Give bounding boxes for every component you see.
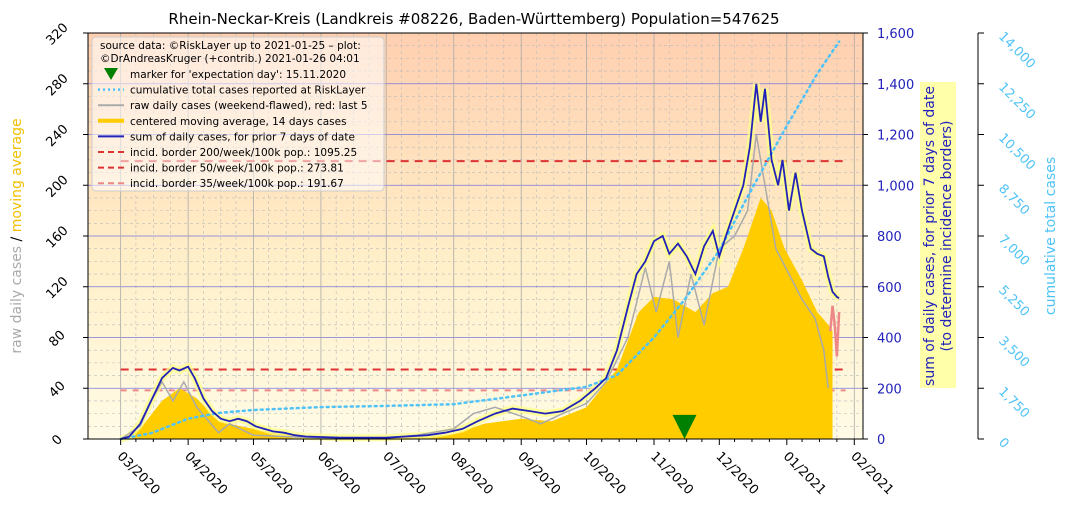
moving-average-area (120, 197, 833, 439)
left-axis-label-sep-slash: / (9, 236, 25, 241)
far-right-tick-label: 7,000 (995, 232, 1032, 269)
cumulative-total-line (119, 40, 841, 441)
legend: source data: ©RiskLayer up to 2021-01-25… (91, 36, 385, 192)
far-right-tick-label: 8,750 (995, 181, 1032, 218)
right-tick-label: 200 (877, 382, 902, 397)
right-tick-label: 0 (877, 433, 885, 448)
legend-source-line2: ©DrAndreasKruger (+contrib.) 2021-01-26 … (100, 53, 360, 65)
far-right-tick-label: 1,750 (995, 384, 1032, 421)
left-tick-label: 120 (43, 274, 71, 302)
left-tick-label: 240 (43, 122, 71, 150)
raw-daily-cases-last5-line (829, 305, 841, 357)
right-tick-label: 1,200 (877, 129, 914, 144)
left-tick-label: 160 (43, 223, 71, 251)
legend-label-raw: raw daily cases (weekend-flawed), red: l… (130, 100, 368, 112)
right-tick-label: 1,000 (877, 179, 914, 194)
x-tick-label: 11/2020 (647, 449, 696, 498)
legend-label-avg: centered moving average, 14 days cases (130, 116, 347, 128)
far-right-tick-label: 14,000 (995, 29, 1038, 72)
legend-label-b200: incid. border 200/week/100k pop.: 1095.2… (130, 147, 357, 159)
x-tick-label: 05/2020 (247, 449, 296, 498)
x-tick-label: 09/2020 (514, 449, 563, 498)
left-tick-label: 280 (43, 71, 71, 99)
x-tick-label: 06/2020 (314, 449, 363, 498)
legend-box (91, 36, 385, 192)
legend-swatch-marker (104, 68, 118, 80)
legend-label-cumulative: cumulative total cases reported at RiskL… (130, 85, 366, 97)
raw-daily-cases-line (120, 134, 829, 440)
x-tick-label: 03/2020 (114, 449, 163, 498)
far-right-tick-label: 0 (995, 435, 1011, 451)
right-tick-label: 400 (877, 332, 902, 347)
x-tick-label: 01/2021 (780, 449, 829, 498)
x-tick-label: 10/2020 (580, 449, 629, 498)
sum7-line (120, 83, 840, 440)
legend-label-b35: incid. border 35/week/100k pop.: 191.67 (130, 178, 344, 190)
right-axis-label-box (920, 82, 956, 388)
right-tick-label: 800 (877, 230, 902, 245)
legend-entries: marker for 'expectation day': 15.11.2020… (98, 68, 368, 190)
legend-label-sum7: sum of daily cases, for prior 7 days of … (130, 131, 355, 143)
far-right-axis-ticks: 0 1,750 3,500 5,250 7,000 8,750 10,500 12,250 14… (978, 29, 1038, 452)
x-tick-label: 04/2020 (181, 449, 230, 498)
left-tick-label: 0 (49, 432, 65, 448)
x-tick-label: 02/2021 (847, 449, 896, 498)
expectation-day-marker (672, 414, 697, 439)
left-axis-label-raw: raw daily cases (9, 246, 25, 354)
right-tick-label: 1,600 (877, 27, 914, 42)
right-tick-label: 600 (877, 281, 902, 296)
legend-label-marker: marker for 'expectation day': 15.11.2020 (130, 69, 346, 81)
x-tick-label: 12/2020 (712, 449, 761, 498)
far-right-tick-label: 5,250 (995, 283, 1032, 320)
far-right-tick-label: 10,500 (995, 131, 1038, 174)
left-tick-label: 200 (43, 173, 71, 201)
right-axis-label-line2: (to determine incidence borders) (939, 121, 955, 352)
left-tick-label: 320 (43, 20, 71, 48)
left-tick-label: 40 (46, 379, 68, 401)
left-axis-label: raw daily cases / moving average (9, 118, 25, 353)
x-tick-label: 08/2020 (447, 449, 496, 498)
left-axis-ticks: 0 40 80 120 160 200 240 280 320 (43, 20, 88, 449)
left-tick-label: 80 (46, 328, 68, 350)
right-tick-label: 1,400 (877, 78, 914, 93)
legend-source-line1: source data: ©RiskLayer up to 2021-01-25… (100, 40, 361, 52)
left-axis-label-avg: moving average (9, 118, 25, 232)
far-right-axis-label: cumulative total cases (1043, 157, 1059, 315)
x-axis-ticks: 03/2020 04/2020 05/2020 06/2020 07/2020 08/20… (114, 439, 896, 498)
chart-title: Rhein-Neckar-Kreis (Landkreis #08226, Ba… (168, 10, 779, 28)
far-right-tick-label: 12,250 (995, 80, 1038, 123)
right-axis-ticks: 0 200 400 600 800 1,000 1,200 1,400 1,600 (863, 27, 914, 448)
far-right-tick-label: 3,500 (995, 334, 1032, 371)
right-axis-label-line1: sum of daily cases, for prior 7 days of … (922, 86, 938, 386)
legend-label-b50: incid. border 50/week/100k pop.: 273.81 (130, 163, 344, 175)
x-tick-label: 07/2020 (379, 449, 428, 498)
